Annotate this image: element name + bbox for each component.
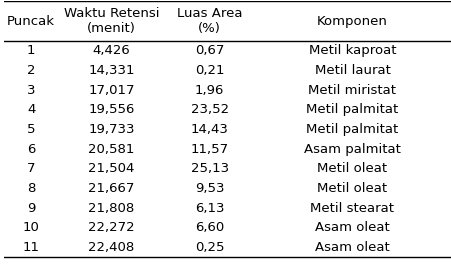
Text: 14,331: 14,331 [88, 64, 134, 77]
Text: 10: 10 [23, 221, 40, 234]
Text: Puncak: Puncak [7, 15, 55, 28]
Text: Metil oleat: Metil oleat [317, 182, 387, 195]
Text: 21,808: 21,808 [88, 202, 134, 215]
Text: 0,67: 0,67 [194, 44, 224, 57]
Text: Metil palmitat: Metil palmitat [306, 123, 398, 136]
Text: 9: 9 [27, 202, 35, 215]
Text: Asam oleat: Asam oleat [314, 221, 389, 234]
Text: 9,53: 9,53 [194, 182, 224, 195]
Text: 17,017: 17,017 [88, 84, 134, 97]
Text: 23,52: 23,52 [190, 103, 228, 116]
Text: 19,733: 19,733 [88, 123, 134, 136]
Text: 22,408: 22,408 [88, 241, 134, 254]
Text: 19,556: 19,556 [88, 103, 134, 116]
Text: 4,426: 4,426 [92, 44, 130, 57]
Text: 8: 8 [27, 182, 35, 195]
Text: 5: 5 [27, 123, 35, 136]
Text: 11: 11 [23, 241, 40, 254]
Text: 6: 6 [27, 143, 35, 156]
Text: Asam oleat: Asam oleat [314, 241, 389, 254]
Text: Metil stearat: Metil stearat [310, 202, 394, 215]
Text: 6,60: 6,60 [194, 221, 224, 234]
Text: 25,13: 25,13 [190, 162, 228, 175]
Text: Komponen: Komponen [316, 15, 387, 28]
Text: Metil miristat: Metil miristat [308, 84, 396, 97]
Text: 3: 3 [27, 84, 35, 97]
Text: Asam palmitat: Asam palmitat [304, 143, 400, 156]
Text: 4: 4 [27, 103, 35, 116]
Text: 0,25: 0,25 [194, 241, 224, 254]
Text: 20,581: 20,581 [88, 143, 134, 156]
Text: 2: 2 [27, 64, 35, 77]
Text: Luas Area
(%): Luas Area (%) [176, 7, 242, 35]
Text: Metil laurat: Metil laurat [314, 64, 390, 77]
Text: 0,21: 0,21 [194, 64, 224, 77]
Text: Metil palmitat: Metil palmitat [306, 103, 398, 116]
Text: 21,667: 21,667 [88, 182, 134, 195]
Text: Waktu Retensi
(menit): Waktu Retensi (menit) [64, 7, 159, 35]
Text: 21,504: 21,504 [88, 162, 134, 175]
Text: 1: 1 [27, 44, 35, 57]
Text: 22,272: 22,272 [88, 221, 134, 234]
Text: 11,57: 11,57 [190, 143, 228, 156]
Text: 1,96: 1,96 [194, 84, 224, 97]
Text: Metil oleat: Metil oleat [317, 162, 387, 175]
Text: Metil kaproat: Metil kaproat [308, 44, 396, 57]
Text: 14,43: 14,43 [190, 123, 228, 136]
Text: 7: 7 [27, 162, 35, 175]
Text: 6,13: 6,13 [194, 202, 224, 215]
